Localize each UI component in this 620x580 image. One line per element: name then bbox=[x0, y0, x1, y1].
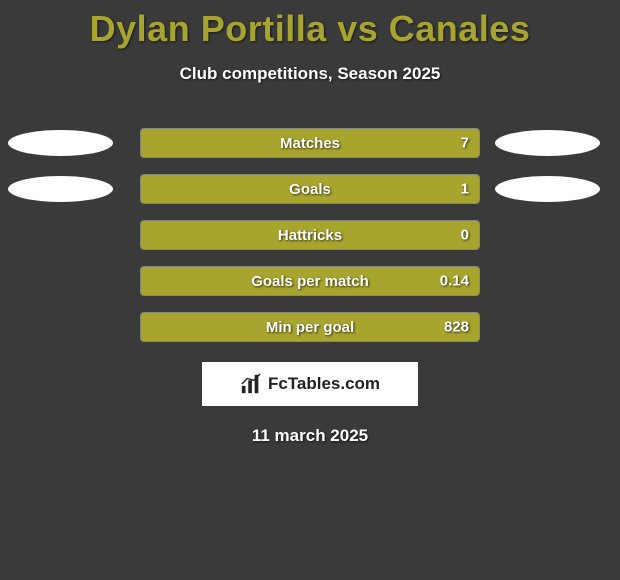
stat-label: Min per goal bbox=[266, 319, 354, 336]
stat-row-min-per-goal: Min per goal 828 bbox=[0, 312, 620, 342]
bar-chart-icon bbox=[240, 373, 262, 395]
attribution-text: FcTables.com bbox=[268, 374, 380, 394]
stat-row-goals-per-match: Goals per match 0.14 bbox=[0, 266, 620, 296]
stat-value: 7 bbox=[461, 135, 469, 152]
stat-label: Goals per match bbox=[251, 273, 369, 290]
stat-value: 0 bbox=[461, 227, 469, 244]
stat-label: Hattricks bbox=[278, 227, 342, 244]
stats-container: Matches 7 Goals 1 Hattricks 0 Goals per … bbox=[0, 128, 620, 342]
ellipse-left bbox=[8, 176, 113, 202]
stat-row-goals: Goals 1 bbox=[0, 174, 620, 204]
ellipse-right bbox=[495, 130, 600, 156]
stat-row-matches: Matches 7 bbox=[0, 128, 620, 158]
page-title: Dylan Portilla vs Canales bbox=[0, 0, 620, 50]
stat-bar: Goals per match 0.14 bbox=[140, 266, 480, 296]
stat-bar: Matches 7 bbox=[140, 128, 480, 158]
stat-label: Goals bbox=[289, 181, 331, 198]
stat-value: 1 bbox=[461, 181, 469, 198]
ellipse-right bbox=[495, 176, 600, 202]
stat-bar: Min per goal 828 bbox=[140, 312, 480, 342]
stat-value: 0.14 bbox=[440, 273, 469, 290]
ellipse-left bbox=[8, 130, 113, 156]
page-subtitle: Club competitions, Season 2025 bbox=[0, 64, 620, 84]
stat-row-hattricks: Hattricks 0 bbox=[0, 220, 620, 250]
footer-date: 11 march 2025 bbox=[0, 426, 620, 446]
stat-value: 828 bbox=[444, 319, 469, 336]
stat-label: Matches bbox=[280, 135, 340, 152]
attribution-badge: FcTables.com bbox=[202, 362, 418, 406]
stat-bar: Goals 1 bbox=[140, 174, 480, 204]
stat-bar: Hattricks 0 bbox=[140, 220, 480, 250]
